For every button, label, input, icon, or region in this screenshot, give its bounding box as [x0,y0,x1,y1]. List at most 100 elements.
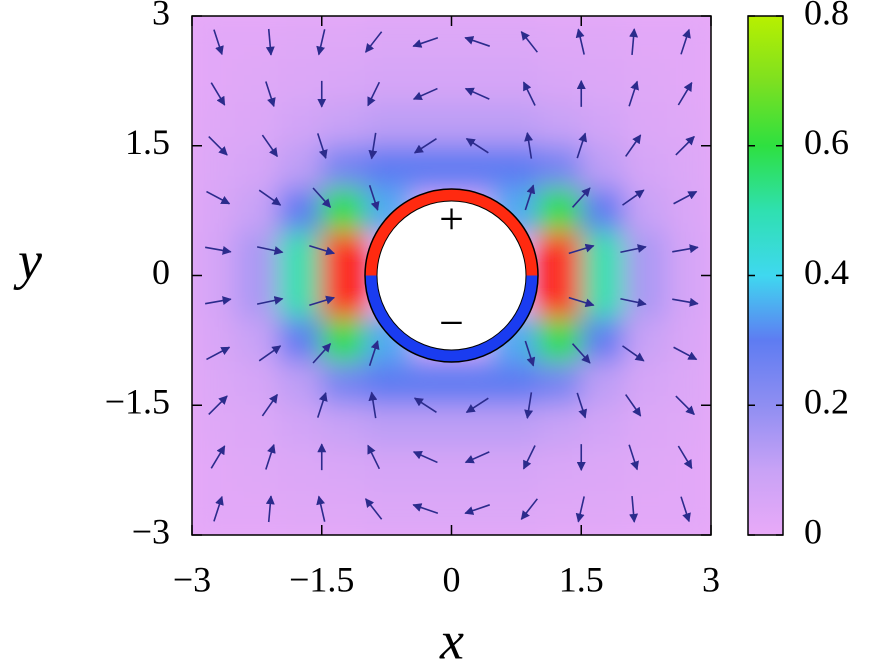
heatmap-cell [321,275,366,320]
heatmap-cell [624,448,669,493]
heatmap-cell [278,404,323,449]
heatmap-cell [580,318,625,363]
arrow [368,132,378,160]
heatmap-cell [667,102,711,147]
arrow [628,80,639,107]
heatmap-cell [580,145,625,190]
heatmap-cell [624,361,669,406]
heatmap-cell [451,491,496,535]
heatmap-cell [234,318,279,363]
arrow [213,29,224,56]
heatmap-cell [364,491,409,535]
arrow [265,443,276,470]
circle-bottom-half [365,275,538,362]
arrow [465,397,489,414]
heatmap-cell [451,16,496,60]
arrow [628,444,639,471]
heatmap-cell [624,102,669,147]
arrow [677,81,693,106]
arrow [368,185,380,211]
heatmap-cell [192,361,236,406]
heatmap-cell [364,361,409,406]
heatmap-cell [192,231,236,276]
arrow [524,392,534,419]
heatmap-cell [278,318,323,363]
heatmap-cell [537,448,582,493]
arrow [413,397,437,414]
heatmap-cell [494,491,539,535]
heatmap-cell [192,491,236,535]
heatmap-cell [537,491,582,535]
arrow [680,28,691,55]
heatmap-cell [451,404,496,449]
heatmap-cell [278,231,323,276]
heatmap-cell [494,361,539,406]
heatmap-cell [580,16,625,60]
arrow [680,496,691,523]
arrow [265,495,275,523]
arrow [575,28,585,55]
arrow [256,296,284,305]
arrow [316,29,326,56]
arrow [625,134,642,157]
heatmap-cell [624,318,669,363]
heatmap-cell [278,491,323,535]
heatmap-cell [407,16,452,60]
heatmap-cell [192,275,236,320]
arrow [568,243,595,255]
heatmap-cell [234,404,279,449]
colorbar-tick-label: 0 [804,511,822,551]
y-tick-label: −1.5 [105,382,170,422]
arrow [575,496,585,523]
heatmap-cell [580,404,625,449]
quiver [205,28,699,523]
arrow [620,297,647,307]
heatmap-cell [407,361,452,406]
heatmap-cell [234,491,279,535]
arrow [206,190,231,205]
arrow [622,189,645,206]
heatmap-cell [580,491,625,535]
y-axis-label: y [13,230,42,290]
arrow [675,135,695,156]
arrow [568,296,595,308]
heatmap-cell [624,188,669,233]
heatmap-cell [494,102,539,147]
arrow [312,187,332,208]
colorbar-tick-label: 0.4 [804,252,849,292]
arrow [464,36,491,47]
heatmap-cell [667,58,711,103]
arrow [261,393,278,417]
heatmap-cell [234,102,279,147]
heatmap-cell [667,231,711,276]
arrow [368,391,378,419]
heatmap-cell [321,188,366,233]
heatmap-cell [537,145,582,190]
heatmap-cell [624,16,669,60]
x-axis-label: x [439,610,464,670]
colorbar-tick-label: 0.6 [804,122,849,162]
heatmap-cell [580,102,625,147]
heatmap-cell [407,491,452,535]
heatmap-cell [321,145,366,190]
arrow [522,445,536,470]
arrow [576,132,588,159]
arrow [367,81,381,107]
circle-outline-inner [376,200,527,351]
heatmap-cell [234,145,279,190]
arrow [465,137,489,154]
heatmap-cell [494,16,539,60]
arrow [256,246,284,255]
heatmap-cell [624,58,669,103]
heatmap-cell [451,58,496,103]
heatmap-cell [624,231,669,276]
heatmap-cell [234,188,279,233]
heatmap-cell [407,145,452,190]
heatmap-cell [537,188,582,233]
heatmap-cell [624,404,669,449]
circle: +− [364,188,539,363]
arrow [210,82,226,106]
heatmap-cell [234,16,279,60]
heatmap-cell [278,448,323,493]
heatmap-cell [364,16,409,60]
